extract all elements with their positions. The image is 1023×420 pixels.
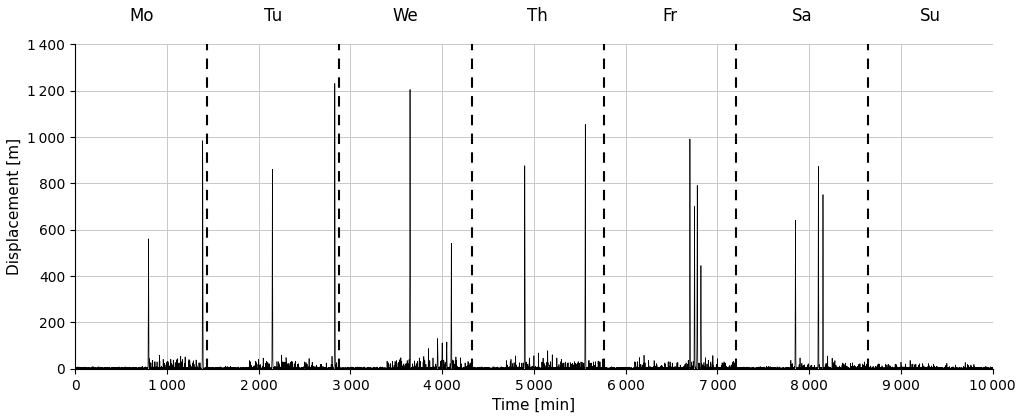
- Text: Su: Su: [920, 7, 941, 25]
- Text: We: We: [393, 7, 418, 25]
- Text: Mo: Mo: [129, 7, 153, 25]
- Text: Th: Th: [527, 7, 548, 25]
- Y-axis label: Displacement [m]: Displacement [m]: [7, 138, 21, 275]
- Text: Tu: Tu: [264, 7, 282, 25]
- Text: Sa: Sa: [792, 7, 812, 25]
- Text: Fr: Fr: [662, 7, 677, 25]
- X-axis label: Time [min]: Time [min]: [492, 398, 576, 413]
